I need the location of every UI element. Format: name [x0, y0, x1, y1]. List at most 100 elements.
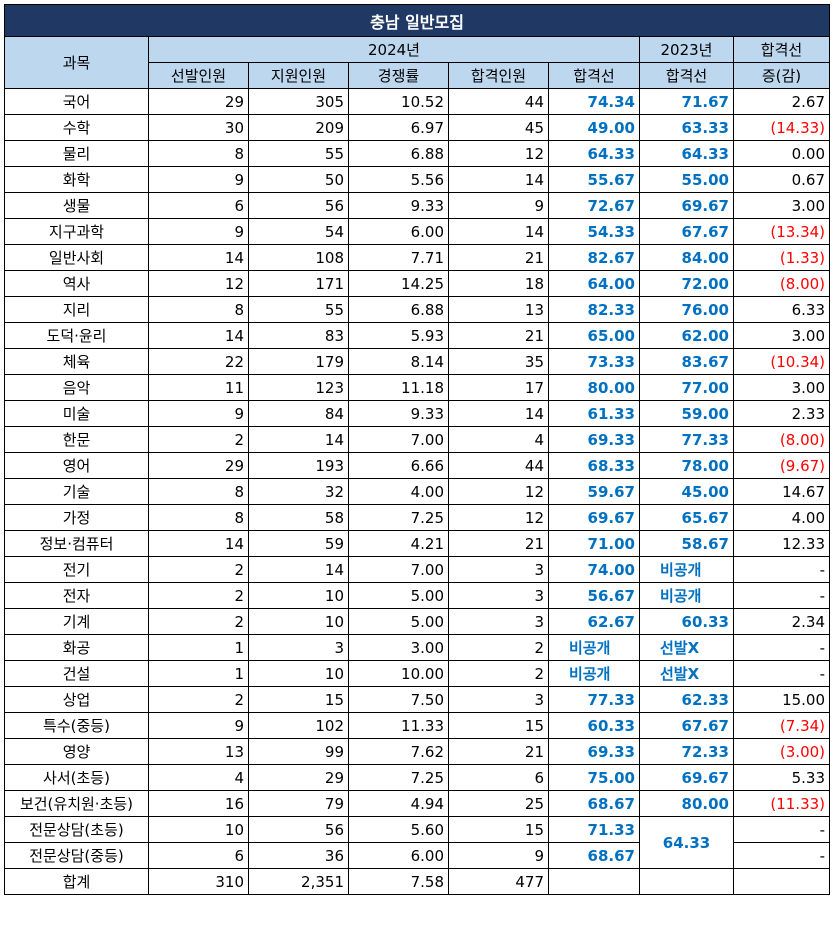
- cutoff-2024-cell: 68.33: [548, 452, 640, 479]
- cutoff-2024-cell: 73.33: [548, 348, 640, 375]
- subject-cell: 보건(유치원·초등): [4, 790, 149, 817]
- subject-cell: 역사: [4, 270, 149, 297]
- subject-cell: 도덕·윤리: [4, 322, 149, 349]
- subject-cell: 기술: [4, 478, 149, 505]
- table-row: 전문상담(중등) 6 36 6.00 9 68.67 -: [4, 842, 831, 869]
- table-row: 정보·컴퓨터 14 59 4.21 21 71.00 58.67 12.33: [4, 530, 831, 557]
- header-passed: 합격인원: [448, 62, 549, 89]
- cutoff-2024-cell: 69.33: [548, 426, 640, 453]
- applicants-cell: 10: [248, 582, 349, 609]
- selected-cell: 9: [148, 400, 249, 427]
- applicants-cell: 171: [248, 270, 349, 297]
- subject-cell: 수학: [4, 114, 149, 141]
- selected-cell: 4: [148, 764, 249, 791]
- ratio-cell: 7.25: [348, 504, 449, 531]
- selected-cell: 30: [148, 114, 249, 141]
- subject-cell: 지구과학: [4, 218, 149, 245]
- change-cell: -: [732, 842, 831, 869]
- cutoff-2023-cell: 58.67: [639, 530, 734, 557]
- selected-cell: 2: [148, 608, 249, 635]
- cutoff-2024-cell: 69.33: [548, 738, 640, 765]
- ratio-cell: 6.66: [348, 452, 449, 479]
- passed-cell: 3: [448, 582, 549, 609]
- table-row: 화공 1 3 3.00 2 비공개 선발X -: [4, 634, 831, 661]
- table-row: 상업 2 15 7.50 3 77.33 62.33 15.00: [4, 686, 831, 713]
- subject-cell: 기계: [4, 608, 149, 635]
- selected-cell: 2: [148, 556, 249, 583]
- passed-cell: 3: [448, 556, 549, 583]
- empty-cell: [732, 868, 831, 895]
- passed-cell: 14: [448, 218, 549, 245]
- passed-cell: 2: [448, 660, 549, 687]
- selected-cell: 1: [148, 634, 249, 661]
- cutoff-2024-cell: 74.34: [548, 88, 640, 115]
- applicants-cell: 58: [248, 504, 349, 531]
- change-cell: 5.33: [732, 764, 831, 791]
- ratio-cell: 7.50: [348, 686, 449, 713]
- total-applicants: 2,351: [248, 868, 349, 895]
- table-title: 충남 일반모집: [3, 4, 831, 37]
- table-row: 특수(중등) 9 102 11.33 15 60.33 67.67 (7.34): [4, 712, 831, 739]
- passed-cell: 4: [448, 426, 549, 453]
- cutoff-2023-cell: 69.67: [639, 192, 734, 219]
- passed-cell: 13: [448, 296, 549, 323]
- table-row: 지리 8 55 6.88 13 82.33 76.00 6.33: [4, 296, 831, 323]
- cutoff-2024-cell: 69.67: [548, 504, 640, 531]
- change-cell: 4.00: [732, 504, 831, 531]
- applicants-cell: 14: [248, 426, 349, 453]
- header-change-bottom: 증(감): [732, 62, 831, 89]
- header-cutoff-2023: 합격선: [639, 62, 734, 89]
- change-cell: (1.33): [732, 244, 831, 271]
- subject-cell: 상업: [4, 686, 149, 713]
- selected-cell: 29: [148, 88, 249, 115]
- cutoff-2023-cell: 84.00: [639, 244, 734, 271]
- passed-cell: 14: [448, 400, 549, 427]
- cutoff-2024-cell: 82.33: [548, 296, 640, 323]
- cutoff-2024-cell: 82.67: [548, 244, 640, 271]
- table-row: 물리 8 55 6.88 12 64.33 64.33 0.00: [4, 140, 831, 167]
- change-cell: -: [732, 556, 831, 583]
- change-cell: 0.00: [732, 140, 831, 167]
- subject-cell: 정보·컴퓨터: [4, 530, 149, 557]
- selected-cell: 8: [148, 140, 249, 167]
- cutoff-2023-cell: 77.33: [639, 426, 734, 453]
- cutoff-2023-cell: 65.67: [639, 504, 734, 531]
- cutoff-2024-cell: 72.67: [548, 192, 640, 219]
- passed-cell: 44: [448, 452, 549, 479]
- passed-cell: 35: [448, 348, 549, 375]
- subject-cell: 영양: [4, 738, 149, 765]
- applicants-cell: 123: [248, 374, 349, 401]
- change-cell: 14.67: [732, 478, 831, 505]
- applicants-cell: 15: [248, 686, 349, 713]
- cutoff-2023-cell: 69.67: [639, 764, 734, 791]
- subject-cell: 특수(중등): [4, 712, 149, 739]
- selected-cell: 11: [148, 374, 249, 401]
- change-cell: (7.34): [732, 712, 831, 739]
- table-row: 생물 6 56 9.33 9 72.67 69.67 3.00: [4, 192, 831, 219]
- ratio-cell: 6.00: [348, 218, 449, 245]
- passed-cell: 21: [448, 738, 549, 765]
- cutoff-2023-cell: 62.33: [639, 686, 734, 713]
- table-row: 보건(유치원·초등) 16 79 4.94 25 68.67 80.00 (11.33): [4, 790, 831, 817]
- change-cell: 3.00: [732, 192, 831, 219]
- change-cell: (11.33): [732, 790, 831, 817]
- change-cell: -: [732, 582, 831, 609]
- selected-cell: 14: [148, 530, 249, 557]
- subject-cell: 일반사회: [4, 244, 149, 271]
- cutoff-2023-merged-cell: 64.33: [639, 816, 734, 869]
- table-row: 도덕·윤리 14 83 5.93 21 65.00 62.00 3.00: [4, 322, 831, 349]
- cutoff-2024-cell: 55.67: [548, 166, 640, 193]
- passed-cell: 3: [448, 686, 549, 713]
- passed-cell: 9: [448, 842, 549, 869]
- ratio-cell: 5.00: [348, 582, 449, 609]
- subject-cell: 전문상담(초등): [4, 816, 149, 843]
- subject-cell: 음악: [4, 374, 149, 401]
- selected-cell: 2: [148, 686, 249, 713]
- ratio-cell: 5.00: [348, 608, 449, 635]
- ratio-cell: 4.94: [348, 790, 449, 817]
- ratio-cell: 9.33: [348, 192, 449, 219]
- header-ratio: 경쟁률: [348, 62, 449, 89]
- passed-cell: 12: [448, 504, 549, 531]
- applicants-cell: 108: [248, 244, 349, 271]
- subject-cell: 물리: [4, 140, 149, 167]
